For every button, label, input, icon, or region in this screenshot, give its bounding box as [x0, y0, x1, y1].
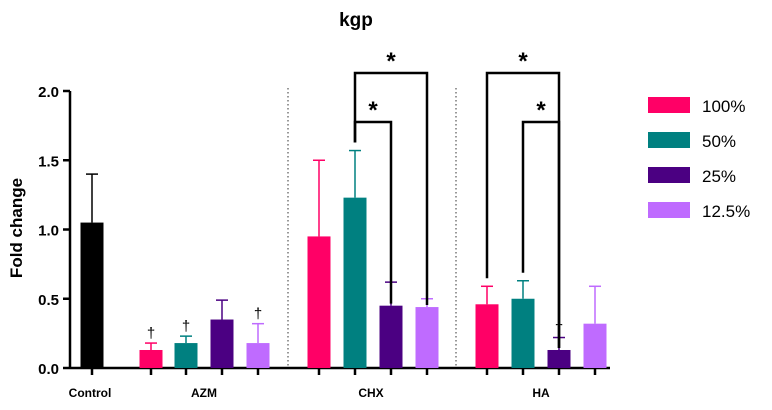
- significance-bracket: [353, 71, 429, 306]
- legend-swatch: [648, 132, 690, 148]
- legend-swatch: [648, 97, 690, 113]
- legend-label: 50%: [702, 132, 736, 151]
- bar: [379, 305, 403, 368]
- y-tick-label: 1.0: [38, 223, 59, 240]
- significance-bracket: [521, 120, 561, 348]
- bar: [475, 304, 499, 368]
- y-axis-label: Fold change: [7, 178, 26, 278]
- x-group-label: AZM: [191, 386, 217, 400]
- significance-label: *: [518, 48, 528, 75]
- legend-label: 12.5%: [702, 202, 750, 221]
- bar: [415, 307, 439, 368]
- dagger-marker: †: [254, 306, 262, 323]
- y-tick-label: 2.0: [38, 84, 59, 101]
- significance-label: *: [386, 48, 396, 75]
- x-group-label: Control: [69, 386, 112, 400]
- bar: [307, 236, 331, 368]
- bar: [80, 222, 104, 368]
- legend-label: 25%: [702, 167, 736, 186]
- bar: [511, 298, 535, 368]
- x-group-label: CHX: [358, 386, 383, 400]
- bar: [174, 343, 198, 368]
- legend-swatch: [648, 202, 690, 218]
- bar: [343, 197, 367, 368]
- significance-label: *: [368, 97, 378, 124]
- bar: [246, 343, 270, 368]
- y-tick-label: 0.5: [38, 292, 59, 309]
- bar: [139, 349, 163, 368]
- legend-label: 100%: [702, 97, 745, 116]
- x-group-label: HA: [532, 386, 550, 400]
- bar: [210, 319, 234, 368]
- dagger-marker: †: [182, 318, 190, 335]
- dagger-marker: †: [147, 325, 155, 342]
- significance-label: *: [536, 97, 546, 124]
- bar: [583, 323, 607, 368]
- legend-swatch: [648, 167, 690, 183]
- y-tick-label: 1.5: [38, 153, 59, 170]
- y-tick-label: 0.0: [38, 361, 59, 378]
- bar: [547, 349, 571, 368]
- chart-title: kgp: [339, 10, 373, 31]
